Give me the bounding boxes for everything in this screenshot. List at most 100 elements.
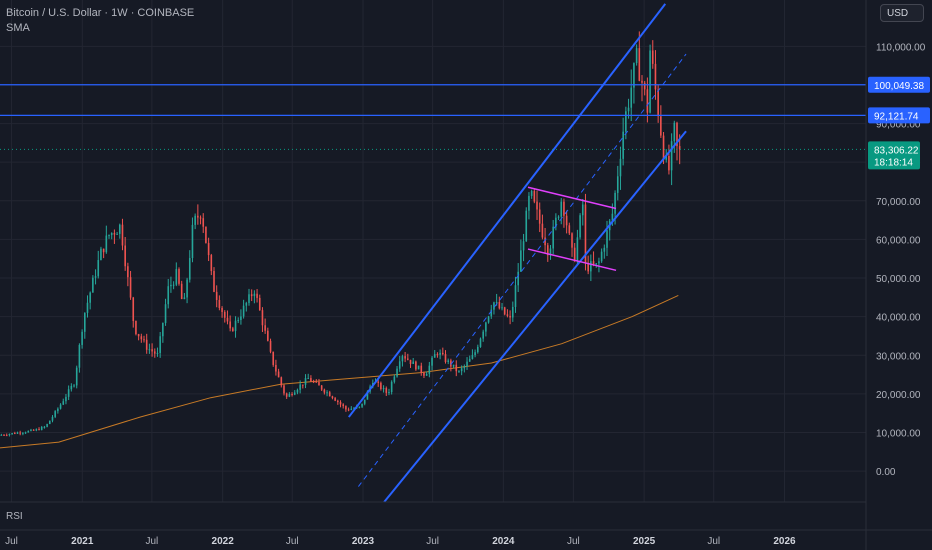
candle-body bbox=[162, 322, 164, 337]
candle-body bbox=[127, 266, 129, 278]
indicator-sma-label[interactable]: SMA bbox=[6, 22, 30, 34]
candle-body bbox=[538, 209, 541, 224]
candle-body bbox=[347, 409, 350, 411]
candle-body bbox=[229, 321, 231, 329]
flag-upper-line[interactable] bbox=[527, 186, 617, 210]
time-axis[interactable]: Jul 2021 Jul 2022 Jul 2023 Jul 2024 Jul 2025 Jul 20… bbox=[5, 536, 796, 547]
candle-body bbox=[536, 201, 538, 210]
candle-body bbox=[420, 365, 423, 373]
candle-body bbox=[326, 392, 328, 394]
candle-body bbox=[557, 216, 560, 218]
candle-body bbox=[0, 434, 3, 436]
candle-body bbox=[67, 389, 70, 397]
candle-body bbox=[57, 408, 59, 412]
candle-body bbox=[573, 247, 576, 261]
candle-body bbox=[398, 361, 401, 369]
drawings[interactable] bbox=[347, 3, 687, 503]
candle-body bbox=[59, 404, 62, 409]
candle-body bbox=[121, 224, 124, 246]
candle-body bbox=[194, 215, 196, 225]
candle-body bbox=[423, 372, 425, 376]
candle-body bbox=[404, 356, 406, 359]
candle-body bbox=[345, 406, 347, 410]
candle-body bbox=[35, 429, 38, 431]
flag-lower-line[interactable] bbox=[527, 248, 617, 272]
candle-body bbox=[110, 233, 113, 236]
candle-body bbox=[363, 399, 366, 404]
candle-body bbox=[191, 224, 194, 259]
candle-body bbox=[62, 401, 65, 405]
candle-body bbox=[24, 432, 27, 434]
candle-body bbox=[606, 230, 608, 248]
candle-body bbox=[587, 263, 589, 272]
currency-button[interactable]: USD bbox=[880, 4, 924, 22]
candle-body bbox=[474, 352, 476, 356]
candle-body bbox=[670, 141, 673, 171]
candle-body bbox=[541, 223, 544, 238]
candle-body bbox=[156, 352, 159, 354]
channel-lower-line[interactable] bbox=[383, 130, 687, 503]
candle-body bbox=[188, 258, 191, 280]
candle-body bbox=[514, 285, 517, 307]
candle-body bbox=[482, 331, 484, 339]
candle-body bbox=[560, 201, 563, 217]
candle-body bbox=[86, 302, 89, 313]
chart-header: Bitcoin / U.S. Dollar · 1W · COINBASE SM… bbox=[6, 6, 194, 36]
current-price-tag bbox=[868, 141, 920, 170]
candle-body bbox=[234, 320, 237, 331]
sma-layer bbox=[0, 294, 679, 449]
candle-body bbox=[584, 204, 587, 264]
level-price-tag bbox=[868, 107, 930, 124]
candle-body bbox=[105, 235, 108, 253]
sma-line bbox=[0, 294, 679, 449]
horizontal-levels[interactable] bbox=[0, 84, 866, 150]
candle-body bbox=[51, 416, 54, 421]
candle-body bbox=[576, 237, 579, 261]
candle-body bbox=[436, 354, 439, 356]
candle-body bbox=[447, 360, 449, 362]
y-tick-label: 110,000.00 bbox=[876, 42, 926, 53]
channel-upper-line[interactable] bbox=[347, 3, 667, 418]
candle-body bbox=[641, 80, 643, 83]
x-tick-label: 2021 bbox=[71, 536, 94, 547]
candle-body bbox=[218, 299, 221, 309]
rsi-pane-label[interactable]: RSI bbox=[6, 511, 23, 522]
candle-body bbox=[396, 368, 398, 377]
symbol-title[interactable]: Bitcoin / U.S. Dollar · 1W · COINBASE bbox=[6, 7, 195, 19]
candle-body bbox=[415, 361, 417, 370]
candle-body bbox=[600, 251, 603, 262]
candle-body bbox=[598, 261, 600, 264]
candle-body bbox=[291, 394, 293, 396]
candle-body bbox=[312, 381, 315, 383]
y-tick-label: 0.00 bbox=[876, 467, 896, 478]
candle-body bbox=[197, 215, 199, 218]
y-tick-label: 70,000.00 bbox=[876, 197, 921, 208]
candle-body bbox=[622, 131, 624, 159]
candle-body bbox=[299, 384, 301, 390]
x-tick-label: Jul bbox=[5, 536, 18, 547]
candle-body bbox=[678, 146, 681, 150]
candle-body bbox=[186, 279, 188, 298]
candle-body bbox=[458, 371, 460, 373]
candle-body bbox=[590, 261, 592, 272]
candle-body bbox=[253, 293, 256, 297]
candle-body bbox=[240, 316, 242, 320]
candle-body bbox=[522, 241, 525, 251]
candle-body bbox=[444, 354, 447, 362]
candle-body bbox=[183, 297, 186, 299]
channel-middle-dashed-line[interactable] bbox=[357, 53, 687, 487]
candle-body bbox=[390, 381, 393, 392]
candle-body bbox=[46, 424, 48, 427]
candle-body bbox=[643, 82, 646, 90]
candle-body bbox=[520, 250, 522, 272]
candle-body bbox=[256, 293, 258, 298]
y-tick-label: 40,000.00 bbox=[876, 313, 921, 324]
y-tick-label: 60,000.00 bbox=[876, 235, 921, 246]
candle-body bbox=[116, 233, 118, 235]
candle-body bbox=[215, 291, 218, 300]
candle-body bbox=[525, 210, 528, 242]
candle-body bbox=[654, 63, 657, 90]
candle-body bbox=[245, 302, 248, 306]
